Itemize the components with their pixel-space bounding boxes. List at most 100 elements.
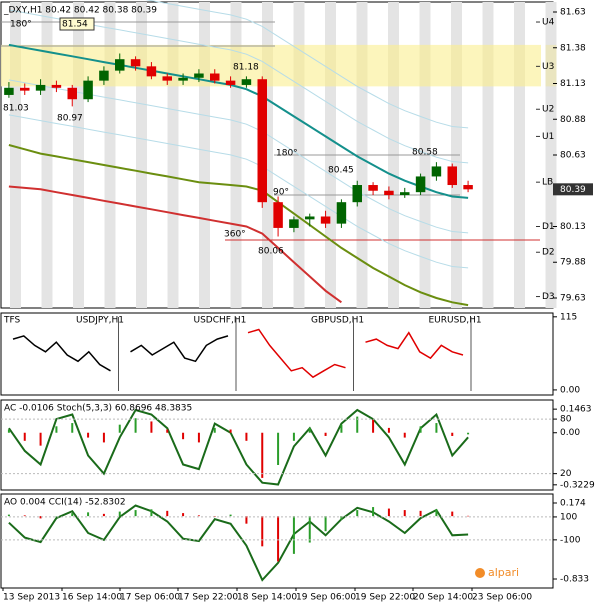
y-tick-label: 0.1463 — [560, 405, 592, 415]
x-tick-label: 16 Sep 14:00 — [62, 593, 122, 603]
histogram-bar — [197, 432, 200, 443]
candle-body — [431, 166, 442, 177]
candle-body — [289, 219, 299, 228]
session-stripe — [136, 2, 147, 308]
candle-body — [368, 185, 378, 191]
histogram-bar — [261, 516, 264, 547]
y-tick-label: -0.833 — [560, 575, 589, 585]
histogram-bar — [308, 516, 311, 543]
candle-body — [67, 87, 77, 100]
histogram-bar — [182, 432, 185, 440]
histogram-bar — [229, 429, 232, 433]
zone-stripe — [104, 44, 116, 87]
y-tick-label: 0.174 — [560, 498, 586, 508]
y-tick-label: 0.00 — [560, 385, 580, 395]
y-tick-label: 81.38 — [560, 43, 586, 53]
level-label: D2 — [542, 248, 555, 258]
candle-body — [463, 185, 473, 190]
zone-stripe — [73, 44, 84, 87]
candle-body — [20, 87, 30, 91]
y-tick-label: -100 — [560, 535, 581, 545]
histogram-bar — [134, 510, 137, 517]
last-price-box — [553, 183, 593, 196]
zone-stripe — [545, 44, 557, 87]
level-label: LB — [542, 178, 553, 188]
histogram-bar — [340, 516, 343, 520]
candle-body — [336, 202, 347, 224]
zone-stripe — [293, 44, 305, 87]
histogram-bar — [435, 509, 438, 517]
annotation: 180° — [10, 20, 32, 30]
envelope-line — [8, 114, 469, 269]
session-stripe — [262, 2, 273, 308]
x-tick-label: 23 Sep 06:00 — [472, 593, 532, 603]
session-stripe — [73, 2, 84, 308]
histogram-bar — [7, 429, 10, 433]
y-tick-label: 79.88 — [560, 258, 586, 268]
candle-body — [447, 166, 457, 186]
y-tick-label: -0.3229 — [560, 480, 595, 490]
zone-stripe — [262, 44, 273, 87]
histogram-bar — [419, 426, 422, 433]
y-tick-label: 80.63 — [560, 151, 586, 161]
candle-body — [305, 216, 315, 220]
histogram-bar — [403, 510, 406, 517]
moving-average — [8, 144, 469, 307]
histogram-bar — [324, 516, 327, 532]
histogram-bar — [292, 432, 295, 441]
y-tick-label: 81.63 — [560, 8, 586, 18]
histogram-bar — [451, 511, 454, 517]
y-tick-label: 80.13 — [560, 222, 586, 232]
histogram-bar — [87, 512, 90, 517]
y-tick-label: 100 — [560, 512, 577, 522]
y-tick-label: 80.88 — [560, 115, 586, 125]
envelope-line — [145, 0, 469, 129]
x-tick-label: 19 Sep 06:00 — [296, 593, 356, 603]
histogram-bar — [197, 515, 200, 517]
histogram-bar — [245, 516, 248, 524]
annotation: 90° — [273, 188, 289, 198]
histogram-bar — [245, 432, 248, 441]
histogram-bar — [372, 507, 375, 517]
symbol-line — [365, 331, 464, 360]
histogram-bar — [150, 421, 153, 433]
zone-stripe — [451, 44, 462, 87]
level-label: U2 — [542, 105, 554, 115]
y-tick-label: 79.63 — [560, 293, 586, 303]
session-stripe — [230, 2, 242, 308]
zone-stripe — [136, 44, 147, 87]
histogram-bar — [23, 432, 26, 441]
symbol-line — [12, 335, 111, 372]
annotation: 80.97 — [57, 114, 83, 124]
histogram-bar — [150, 509, 153, 517]
histogram-bar — [213, 427, 216, 433]
y-tick-label: 20 — [560, 469, 572, 479]
candle-body — [35, 84, 46, 91]
session-stripe — [167, 2, 179, 308]
histogram-bar — [102, 432, 105, 443]
histogram-bar — [356, 416, 359, 433]
candle-body — [320, 216, 331, 224]
level-label: U3 — [542, 62, 554, 72]
candle-body — [257, 79, 267, 203]
session-stripe — [545, 2, 557, 308]
candle-body — [210, 73, 220, 81]
histogram-bar — [387, 427, 390, 433]
pane-title: _DXY,H1 80.42 80.42 80.38 80.39 — [3, 6, 157, 16]
candle-body — [115, 59, 125, 71]
histogram-bar — [308, 427, 311, 433]
histogram-bar — [451, 432, 454, 436]
histogram-bar — [71, 423, 74, 433]
candle-body — [415, 176, 426, 193]
last-price: 80.39 — [560, 185, 586, 195]
x-tick-label: 13 Sep 2013 — [3, 593, 60, 603]
histogram-bar — [372, 419, 375, 433]
histogram-bar — [419, 510, 422, 517]
session-stripe — [514, 2, 525, 308]
histogram-bar — [134, 418, 137, 433]
histogram-bar — [213, 516, 216, 517]
candle-body — [4, 87, 14, 95]
histogram-bar — [261, 432, 264, 478]
candle-body — [352, 185, 362, 203]
